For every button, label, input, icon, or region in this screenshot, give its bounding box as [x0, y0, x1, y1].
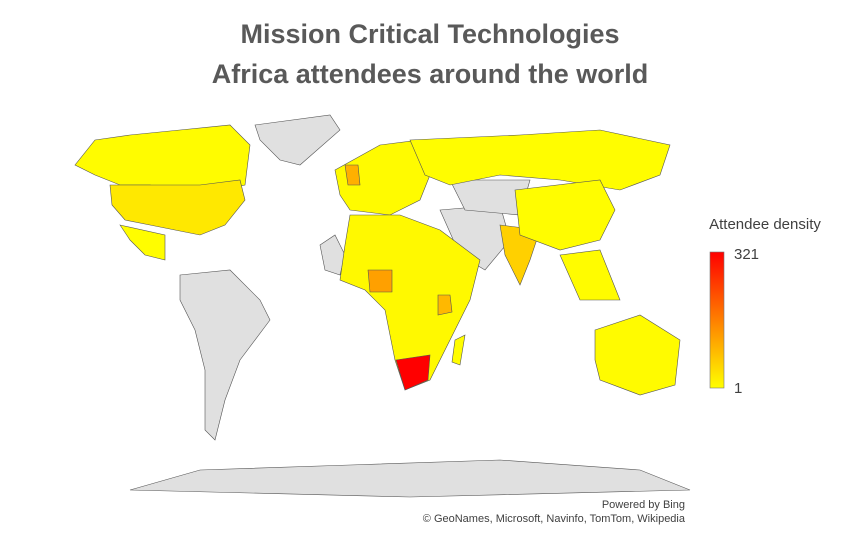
region — [409, 129, 671, 191]
legend-max: 321 — [734, 246, 759, 263]
region — [437, 294, 453, 316]
region — [451, 334, 466, 366]
legend-min: 1 — [734, 380, 742, 397]
land — [319, 234, 346, 276]
land — [254, 114, 341, 166]
region — [344, 164, 361, 186]
region — [395, 354, 431, 391]
footer: © GeoNames, Microsoft, Navinfo, TomTom, … — [423, 513, 686, 525]
legend-bar — [709, 251, 725, 389]
region — [559, 249, 621, 301]
region — [334, 139, 431, 216]
region — [119, 224, 166, 261]
legend-title: Attendee density — [709, 216, 821, 233]
region — [339, 214, 481, 391]
region — [594, 314, 681, 396]
region — [109, 179, 246, 236]
land — [179, 269, 271, 441]
land — [129, 459, 691, 498]
footer: Powered by Bing — [602, 499, 685, 511]
chart-title: Mission Critical Technologies Africa att… — [211, 19, 649, 89]
region — [514, 179, 616, 251]
region — [367, 269, 393, 293]
